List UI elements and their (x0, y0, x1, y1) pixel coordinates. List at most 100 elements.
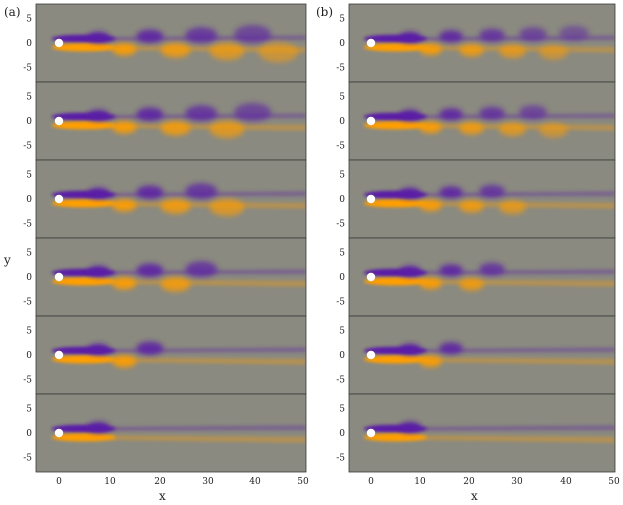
cylinder (366, 194, 376, 204)
y-axis-label: y (3, 253, 11, 267)
vortex-positive (419, 43, 442, 55)
vortex-negative (87, 109, 110, 121)
vortex-negative (519, 27, 547, 42)
vortex-negative (479, 106, 505, 120)
vortex-positive (499, 122, 526, 136)
vortex-positive (209, 42, 245, 60)
panel-border (348, 393, 616, 473)
field-background (36, 394, 306, 472)
lower-shear-layer (371, 434, 615, 443)
field-background (349, 82, 615, 160)
lower-shear-layer (59, 434, 306, 443)
vortex-positive (459, 44, 484, 57)
y-tick-label: -5 (336, 219, 345, 229)
near-wake-positive (363, 121, 428, 130)
y-tick-label: 5 (26, 405, 32, 415)
vortex-negative (399, 421, 421, 433)
vortex-positive (112, 43, 137, 56)
cylinder (366, 350, 376, 360)
near-wake-positive (51, 277, 116, 286)
y-tick-label: -5 (23, 375, 32, 385)
panel-right-4 (349, 238, 615, 316)
field-background (349, 238, 615, 316)
near-wake-positive (51, 43, 116, 52)
y-tick-label: -5 (336, 63, 345, 73)
vortex-positive (459, 200, 484, 213)
y-tick-label: 0 (26, 117, 32, 127)
vortex-positive (209, 120, 245, 138)
x-tick-label: 0 (56, 477, 62, 487)
y-tick-label: 0 (26, 195, 32, 205)
x-tick-label: 50 (608, 477, 620, 487)
y-tick-label: -5 (23, 219, 32, 229)
y-tick-label: 5 (339, 405, 345, 415)
panel-right-6 (349, 394, 615, 472)
vortex-positive (419, 199, 442, 211)
field-background (349, 4, 615, 82)
vortex-negative (519, 105, 547, 120)
vortex-negative (399, 187, 421, 199)
cylinder (54, 272, 64, 282)
vortex-negative (439, 108, 463, 121)
panel-border (35, 393, 307, 473)
near-wake-positive (51, 433, 116, 442)
vortex-negative (185, 183, 218, 200)
panel-right-3 (349, 160, 615, 238)
vortex-positive (419, 277, 442, 289)
y-tick-label: -5 (23, 63, 32, 73)
x-axis-label-left: x (159, 489, 166, 503)
vortex-positive (160, 199, 191, 214)
panel-left-1 (36, 4, 306, 82)
vortex-negative (439, 186, 463, 199)
y-tick-label: -5 (336, 141, 345, 151)
vortex-negative (185, 27, 218, 44)
vortex-positive (539, 123, 569, 138)
panel-label-a: (a) (4, 5, 21, 19)
x-tick-label: 20 (463, 477, 475, 487)
field-background (36, 316, 306, 394)
upper-shear-layer (371, 347, 615, 354)
field-background (349, 394, 615, 472)
cylinder (54, 428, 64, 438)
vortex-positive (258, 42, 299, 63)
vortex-negative (87, 187, 110, 199)
cylinder (54, 194, 64, 204)
x-tick-label: 30 (511, 477, 523, 487)
vortex-negative (479, 184, 505, 198)
near-wake-positive (363, 199, 428, 208)
vortex-negative (479, 262, 505, 276)
y-tick-label: 0 (26, 351, 32, 361)
vortex-negative (87, 421, 110, 433)
vortex-positive (419, 355, 442, 367)
vortex-positive (160, 277, 191, 292)
y-tick-label: 5 (339, 15, 345, 25)
vortex-positive (160, 121, 191, 136)
field-background (36, 82, 306, 160)
near-wake-positive (363, 355, 428, 364)
y-tick-label: 5 (339, 93, 345, 103)
field-background (349, 160, 615, 238)
vortex-negative (439, 264, 463, 277)
x-tick-label: 10 (104, 477, 116, 487)
vortex-negative (136, 263, 164, 277)
y-tick-label: 0 (339, 117, 345, 127)
field-background (36, 238, 306, 316)
cylinder (54, 38, 64, 48)
panel-left-6 (36, 394, 306, 472)
vortex-positive (539, 45, 569, 60)
x-tick-label: 0 (368, 477, 374, 487)
vortex-negative (233, 103, 272, 122)
vortex-negative (558, 25, 590, 41)
vortex-positive (112, 277, 137, 290)
y-tick-label: 5 (339, 327, 345, 337)
cylinder (54, 350, 64, 360)
panel-label-b: (b) (316, 5, 333, 19)
y-tick-label: 0 (339, 429, 345, 439)
cylinder (366, 428, 376, 438)
vortex-negative (87, 343, 110, 355)
field-background (36, 160, 306, 238)
near-wake-positive (363, 433, 428, 442)
vortex-negative (185, 261, 218, 278)
vortex-positive (459, 122, 484, 135)
